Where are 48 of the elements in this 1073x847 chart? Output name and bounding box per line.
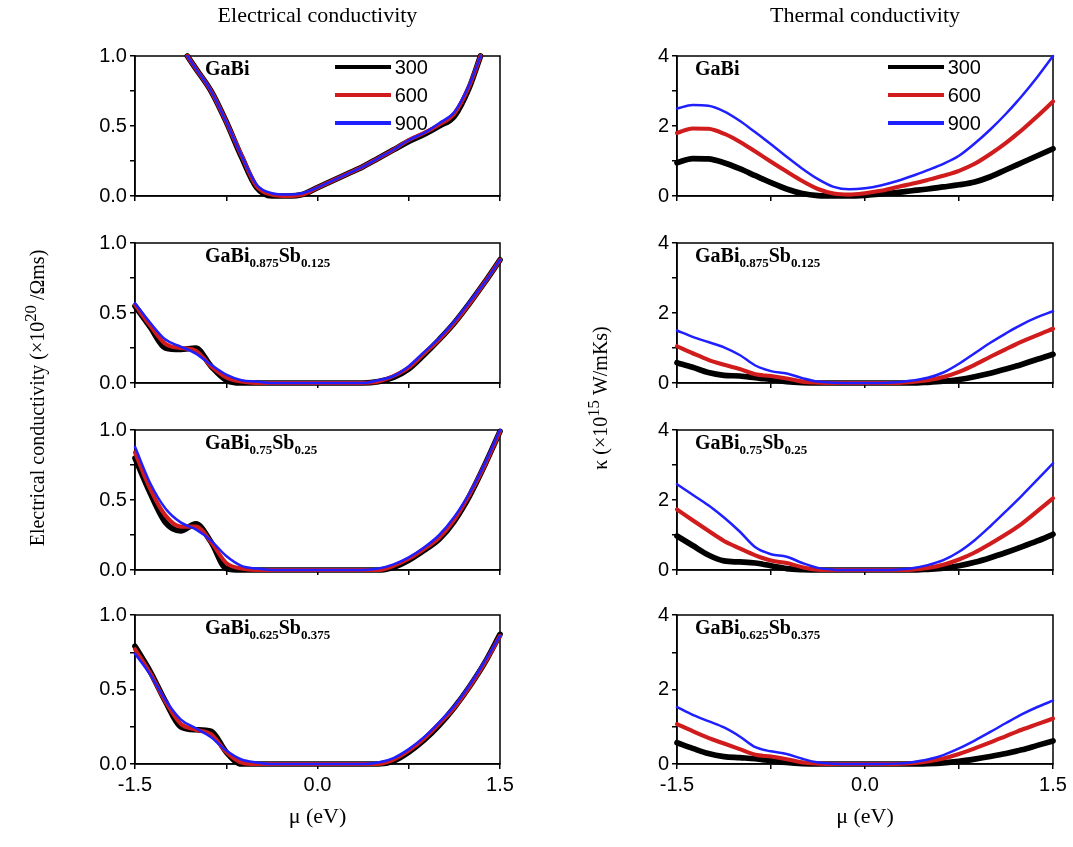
- y-tick-label: 2: [657, 113, 669, 136]
- y-tick-label: 0: [657, 751, 669, 774]
- y-tick-label: 1.0: [99, 417, 127, 440]
- annotation: GaBi$_{0.875}$Sb$_{0.125}$: [205, 244, 331, 271]
- legend-label: 900: [394, 111, 428, 135]
- x-tick-label: 1.5: [486, 772, 514, 795]
- y-tick-label: 4: [657, 43, 669, 66]
- y-tick-label: 0: [657, 183, 669, 206]
- annotation: GaBi: [695, 57, 740, 80]
- y-tick-label: 2: [657, 677, 669, 700]
- y-tick-label: 0.0: [99, 183, 127, 206]
- annotation: GaBi$_{0.75}$Sb$_{0.25}$: [205, 431, 318, 458]
- x-axis-title: μ (eV): [288, 802, 347, 828]
- legend-label: 600: [394, 83, 428, 107]
- y-tick-label: 0.5: [99, 677, 127, 700]
- y-tick-label: 4: [657, 602, 669, 625]
- y-tick-label: 2: [657, 300, 669, 323]
- chart-title: Electrical conductivity: [217, 2, 418, 28]
- y-tick-label: 0.5: [99, 487, 127, 510]
- y-tick-label: 0.0: [99, 370, 127, 393]
- y-tick-label: 1.0: [99, 230, 127, 253]
- legend-label: 300: [947, 55, 981, 79]
- y-tick-label: 1.0: [99, 43, 127, 66]
- y-tick-label: 2: [657, 487, 669, 510]
- y-tick-label: 0: [657, 370, 669, 393]
- x-tick-label: -1.5: [659, 772, 695, 795]
- chart-title: Thermal conductivity: [770, 2, 960, 28]
- y-tick-label: 0.0: [99, 557, 127, 580]
- annotation: GaBi$_{0.75}$Sb$_{0.25}$: [695, 431, 808, 458]
- annotation: GaBi$_{0.625}$Sb$_{0.375}$: [205, 616, 331, 643]
- y-tick-label: 0: [657, 557, 669, 580]
- y-tick-label: 0.0: [99, 751, 127, 774]
- y-tick-label: 1.0: [99, 602, 127, 625]
- y-tick-label: 4: [657, 417, 669, 440]
- annotation: GaBi$_{0.875}$Sb$_{0.125}$: [695, 244, 821, 271]
- x-tick-label: 0.0: [303, 772, 332, 795]
- annotation: GaBi: [205, 57, 250, 80]
- y-tick-label: 0.5: [99, 113, 127, 136]
- x-axis-title: μ (eV): [836, 802, 894, 828]
- y-tick-label: 0.5: [99, 300, 127, 323]
- legend-label: 900: [947, 111, 981, 135]
- x-tick-label: 0.0: [851, 772, 879, 795]
- y-tick-label: 4: [657, 230, 669, 253]
- x-tick-label: 1.5: [1039, 772, 1067, 795]
- legend-label: 300: [394, 55, 428, 79]
- legend-label: 600: [947, 83, 981, 107]
- x-tick-label: -1.5: [117, 772, 153, 795]
- annotation: GaBi$_{0.625}$Sb$_{0.375}$: [695, 616, 821, 643]
